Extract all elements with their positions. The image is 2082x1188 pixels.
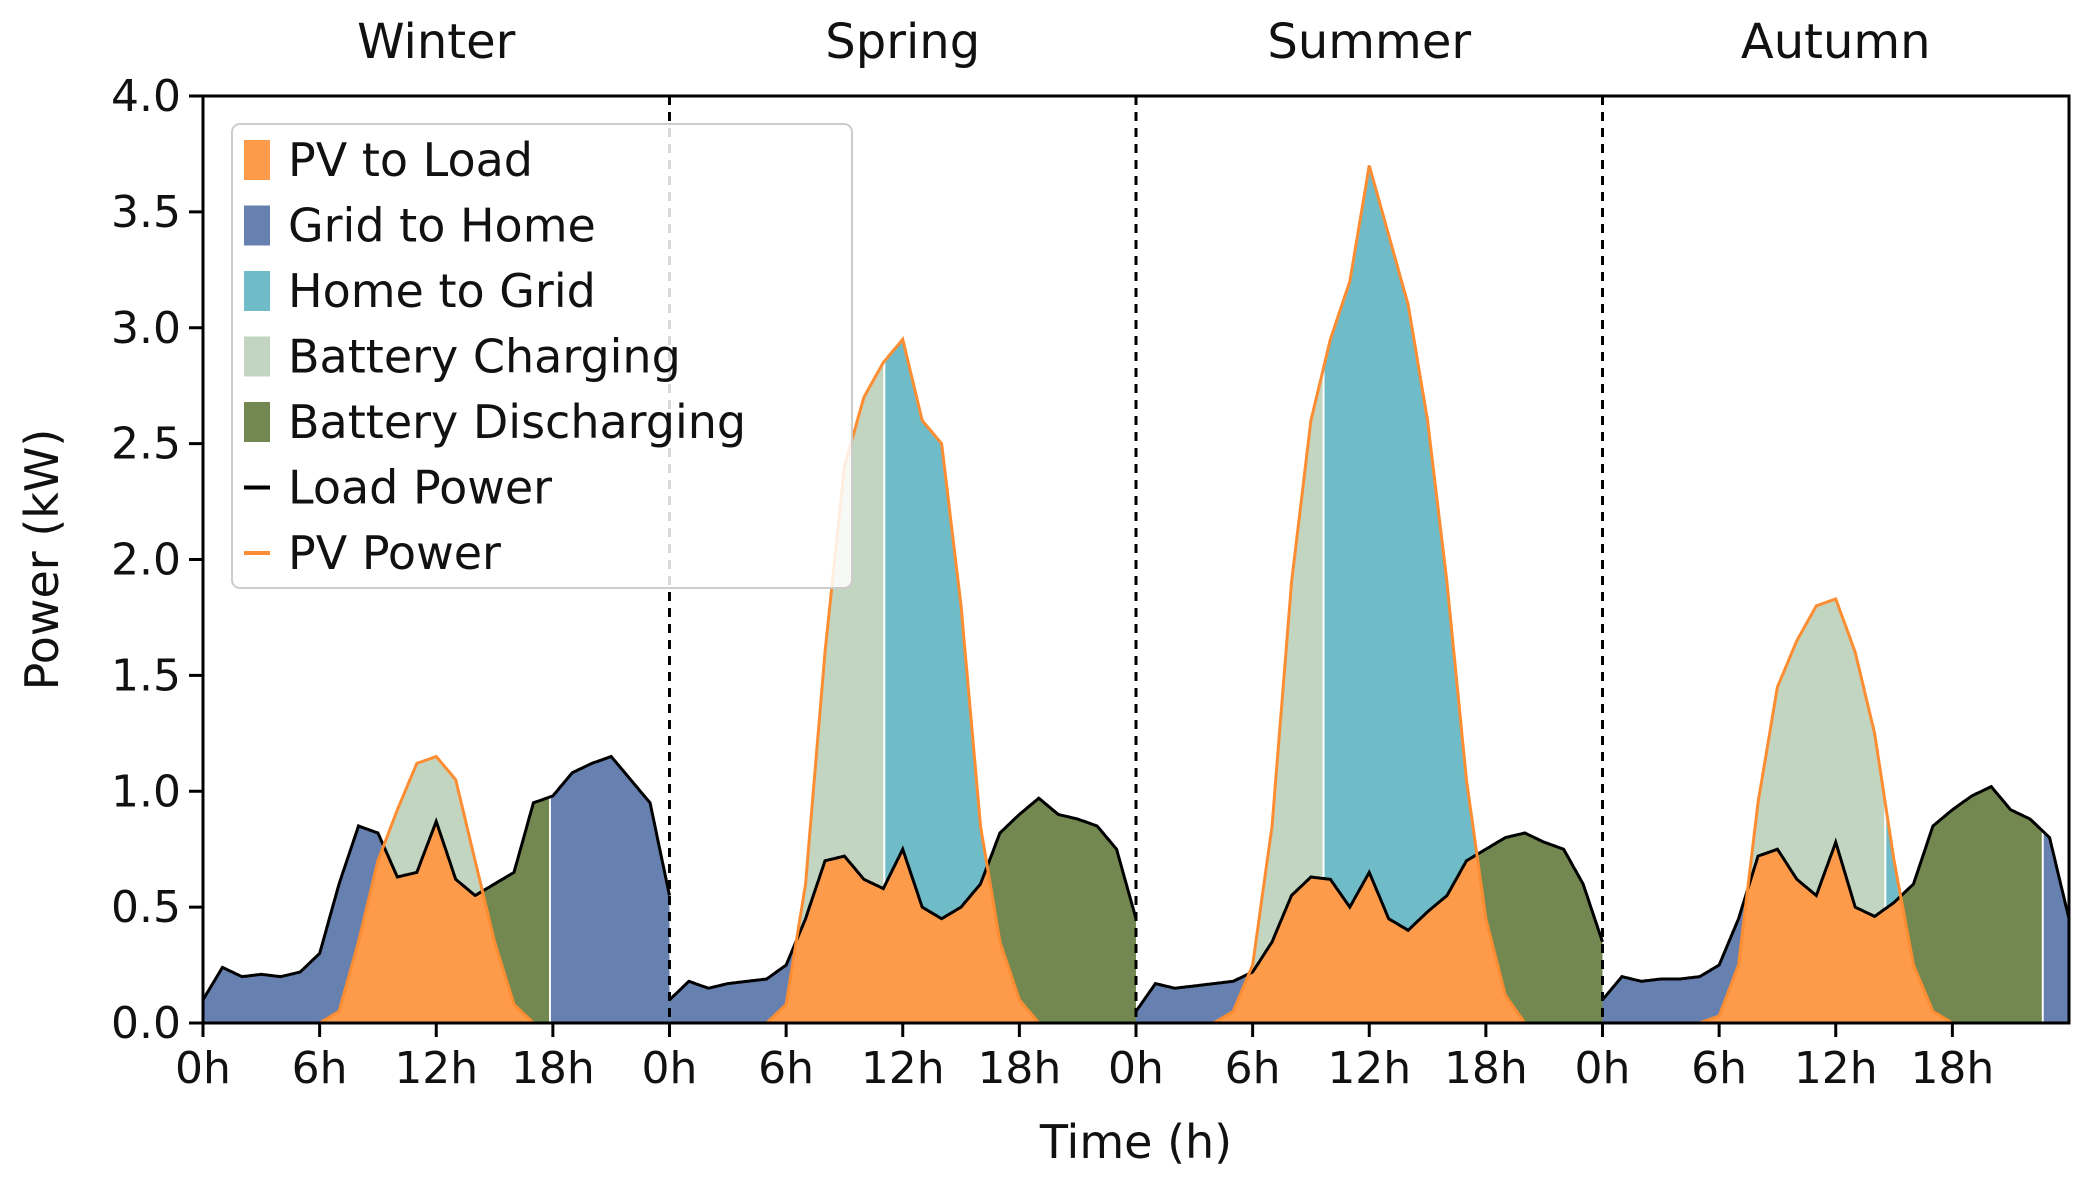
y-tick-label: 0.0 bbox=[111, 998, 181, 1049]
x-tick-label: 12h bbox=[861, 1043, 945, 1094]
season-label: Spring bbox=[825, 14, 980, 70]
line-load-power bbox=[668, 796, 1138, 1001]
legend-label: Battery Discharging bbox=[288, 395, 746, 449]
x-tick-label: 6h bbox=[1691, 1043, 1747, 1094]
legend-label: Battery Charging bbox=[288, 330, 681, 384]
area-home-to-grid bbox=[1324, 165, 1477, 931]
x-tick-label: 18h bbox=[1444, 1043, 1528, 1094]
area-battery-charging bbox=[383, 756, 481, 896]
x-tick-label: 0h bbox=[175, 1043, 231, 1094]
legend-swatch bbox=[244, 271, 270, 311]
x-tick-label: 0h bbox=[1575, 1043, 1631, 1094]
line-load-power bbox=[1601, 784, 2071, 1001]
area-grid-to-home bbox=[669, 941, 796, 1023]
x-tick-label: 18h bbox=[511, 1043, 595, 1094]
legend-swatch bbox=[244, 402, 270, 442]
area-battery-discharging bbox=[1478, 833, 1603, 1023]
x-tick-label: 12h bbox=[1794, 1043, 1878, 1094]
x-axis: 0h 6h 12h 18h 0h 6h 12h 18h 0h 6h 12h 18h 0h 6h 12h 18h bbox=[175, 1023, 1994, 1094]
legend-label: Load Power bbox=[288, 461, 552, 515]
season-dividers bbox=[668, 96, 1604, 1023]
x-tick-label: 6h bbox=[292, 1043, 348, 1094]
season-label: Summer bbox=[1267, 14, 1471, 70]
y-tick-label: 3.5 bbox=[111, 187, 181, 238]
legend-box bbox=[231, 123, 853, 589]
legend-label: PV to Load bbox=[288, 133, 533, 187]
line-load-power bbox=[201, 754, 671, 1001]
area-battery-charging bbox=[797, 362, 884, 938]
x-axis-title: Time (h) bbox=[1039, 1115, 1232, 1169]
area-grid-to-home bbox=[550, 756, 670, 1023]
legend-label: Grid to Home bbox=[288, 199, 596, 253]
legend-swatch bbox=[244, 140, 270, 180]
area-pv-to-load bbox=[768, 849, 1037, 1023]
legend-label: PV Power bbox=[288, 526, 501, 580]
area-grid-to-home bbox=[2043, 832, 2069, 1023]
y-tick-label: 1.5 bbox=[111, 650, 181, 701]
y-tick-label: 1.0 bbox=[111, 766, 181, 817]
x-tick-label: 18h bbox=[977, 1043, 1061, 1094]
season-label: Winter bbox=[357, 14, 516, 70]
x-tick-label: 12h bbox=[1327, 1043, 1411, 1094]
y-tick-label: 2.0 bbox=[111, 535, 181, 586]
legend-swatch bbox=[244, 336, 270, 377]
line-load-power bbox=[1134, 831, 1604, 1013]
x-tick-label: 12h bbox=[394, 1043, 478, 1094]
x-tick-label: 6h bbox=[1225, 1043, 1281, 1094]
area-battery-charging bbox=[1250, 371, 1323, 973]
area-battery-discharging bbox=[482, 797, 549, 1023]
x-tick-label: 0h bbox=[1108, 1043, 1164, 1094]
area-battery-discharging bbox=[988, 798, 1136, 1023]
area-grid-to-home bbox=[1602, 893, 1747, 1023]
season-labels: Winter Spring Summer Autumn bbox=[357, 14, 1930, 70]
area-home-to-grid bbox=[885, 339, 987, 919]
area-pv-to-load bbox=[321, 821, 534, 1023]
area-battery-discharging bbox=[1901, 786, 2042, 1023]
legend-label: Home to Grid bbox=[288, 264, 596, 318]
x-tick-label: 6h bbox=[758, 1043, 814, 1094]
y-tick-label: 4.0 bbox=[111, 71, 181, 122]
area-grid-to-home bbox=[203, 826, 382, 1023]
y-tick-label: 2.5 bbox=[111, 419, 181, 470]
area-pv-to-load bbox=[1701, 842, 1953, 1023]
legend: PV to Load Grid to Home Home to Grid Batter… bbox=[231, 123, 853, 589]
x-tick-label: 18h bbox=[1910, 1043, 1994, 1094]
y-axis: 0.0 0.5 1.0 1.5 2.0 2.5 3.0 3.5 4.0 bbox=[111, 71, 203, 1049]
x-tick-label: 0h bbox=[642, 1043, 698, 1094]
legend-swatch bbox=[244, 205, 270, 246]
season-label: Autumn bbox=[1741, 14, 1931, 70]
y-tick-label: 3.0 bbox=[111, 303, 181, 354]
y-tick-label: 0.5 bbox=[111, 882, 181, 933]
y-axis-title: Power (kW) bbox=[15, 429, 69, 691]
